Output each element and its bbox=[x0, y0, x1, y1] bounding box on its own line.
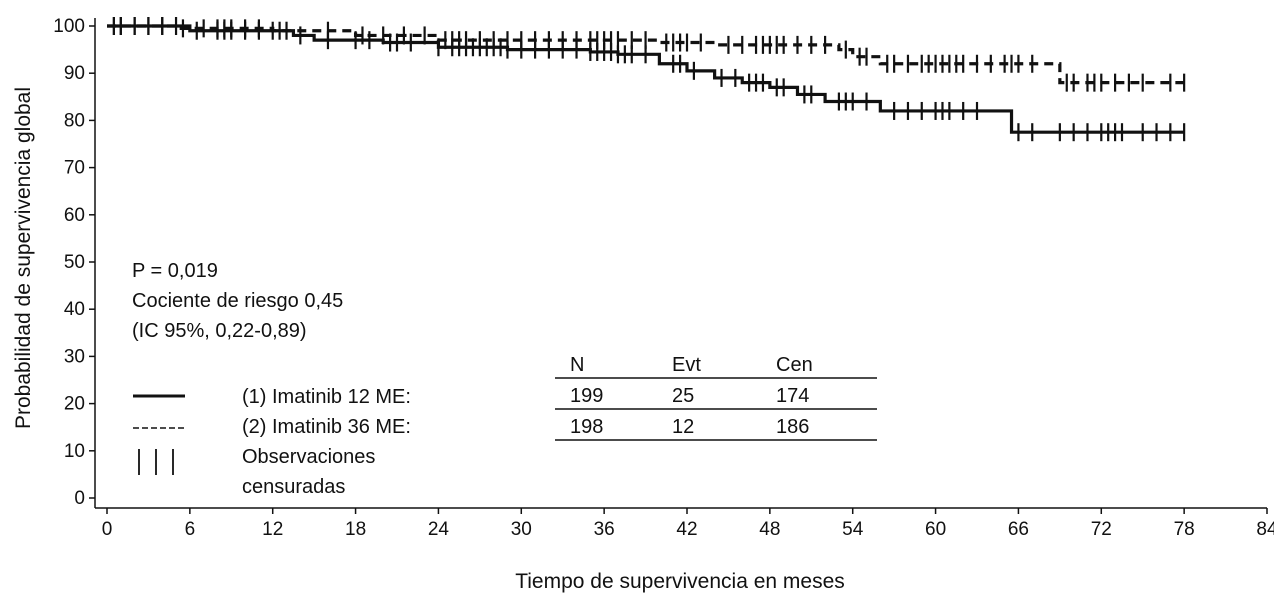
counts-table: N Evt Cen 199 25 174 198 12 186 bbox=[555, 354, 877, 441]
x-tick-label: 18 bbox=[345, 519, 366, 540]
y-tick-label: 90 bbox=[64, 63, 85, 84]
legend-label-series-1: (1) Imatinib 12 ME: bbox=[242, 386, 411, 408]
legend-censor-icon bbox=[138, 449, 174, 475]
x-tick-label: 6 bbox=[185, 519, 196, 540]
axes: 0 10 20 30 40 50 60 70 80 90 100 0 6 12 18 24 30 36 42 48 54… bbox=[53, 16, 1274, 540]
y-tick-label: 10 bbox=[64, 441, 85, 462]
series-1-line bbox=[107, 24, 1185, 134]
table-cell: 12 bbox=[672, 416, 694, 438]
table-cell: 186 bbox=[776, 416, 809, 438]
table-header-evt: Evt bbox=[672, 354, 701, 376]
table-cell: 199 bbox=[570, 385, 603, 407]
x-tick-label: 36 bbox=[594, 519, 615, 540]
y-tick-label: 80 bbox=[64, 110, 85, 131]
series-2 bbox=[107, 17, 1186, 92]
table-cell: 198 bbox=[570, 416, 603, 438]
legend-label-censored-line-1: Observaciones bbox=[242, 446, 375, 468]
x-tick-label: 66 bbox=[1008, 519, 1029, 540]
legend-label-censored-line-2: censuradas bbox=[242, 476, 345, 498]
table-cell: 174 bbox=[776, 385, 809, 407]
y-tick-label: 0 bbox=[74, 488, 85, 509]
x-tick-label: 48 bbox=[759, 519, 780, 540]
table-header-cen: Cen bbox=[776, 354, 813, 376]
x-tick-label: 84 bbox=[1256, 519, 1274, 540]
p-value-annotation: P = 0,019 bbox=[132, 260, 218, 282]
x-tick-label: 54 bbox=[842, 519, 864, 540]
x-tick-label: 30 bbox=[511, 519, 532, 540]
x-tick-label: 12 bbox=[262, 519, 283, 540]
x-tick-label: 60 bbox=[925, 519, 946, 540]
y-tick-label: 50 bbox=[64, 252, 85, 273]
y-axis-label: Probabilidad de supervivencia global bbox=[12, 87, 35, 429]
legend-label-series-2: (2) Imatinib 36 ME: bbox=[242, 416, 411, 438]
y-tick-label: 100 bbox=[53, 16, 85, 37]
y-tick-label: 30 bbox=[64, 346, 85, 367]
y-tick-label: 70 bbox=[64, 158, 85, 179]
hazard-ratio-annotation: Cociente de riesgo 0,45 bbox=[132, 290, 343, 312]
x-tick-label: 0 bbox=[102, 519, 113, 540]
x-tick-label: 78 bbox=[1174, 519, 1195, 540]
x-tick-label: 24 bbox=[428, 519, 450, 540]
confidence-interval-annotation: (IC 95%, 0,22-0,89) bbox=[132, 320, 307, 342]
table-cell: 25 bbox=[672, 385, 694, 407]
table-header-n: N bbox=[570, 354, 584, 376]
series-layer bbox=[107, 17, 1186, 142]
y-tick-label: 20 bbox=[64, 394, 85, 415]
x-tick-label: 42 bbox=[676, 519, 697, 540]
y-tick-label: 40 bbox=[64, 299, 85, 320]
x-tick-label: 72 bbox=[1091, 519, 1112, 540]
y-tick-label: 60 bbox=[64, 205, 85, 226]
x-axis-label: Tiempo de supervivencia en meses bbox=[515, 570, 845, 593]
overlay: Tiempo de supervivencia en meses Probabi… bbox=[12, 87, 877, 593]
